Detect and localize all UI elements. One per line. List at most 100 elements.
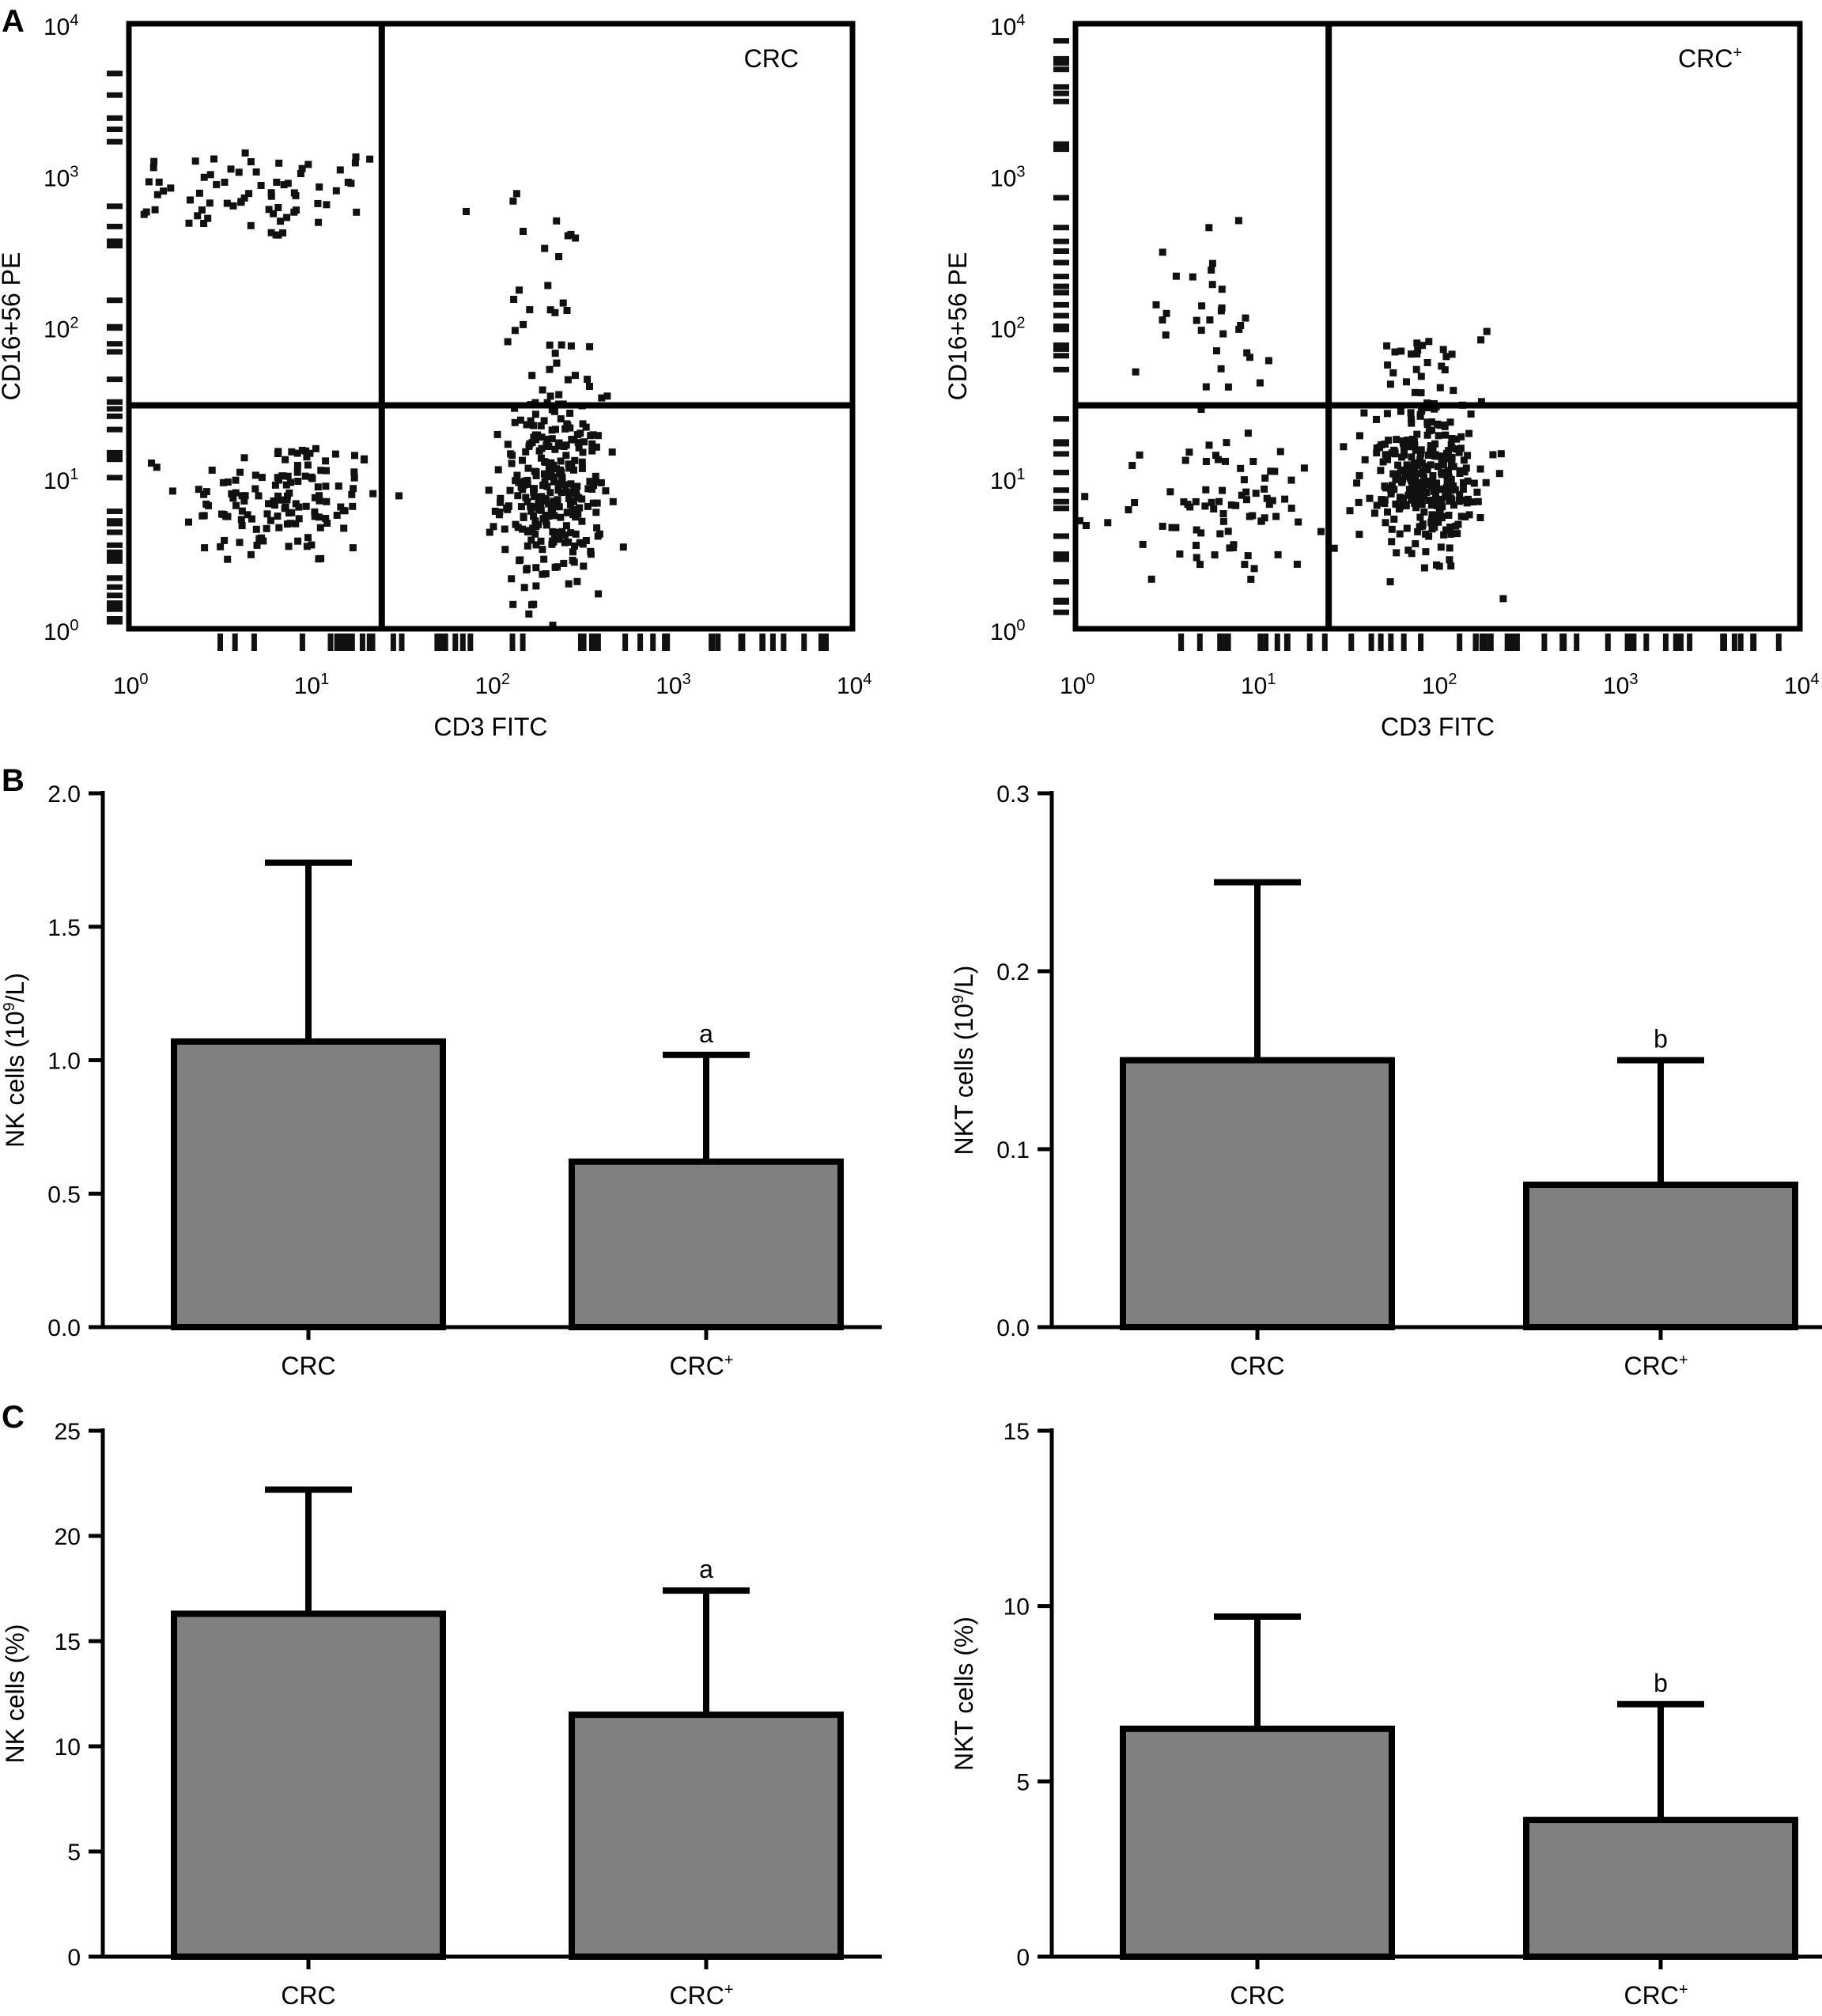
event-dot <box>1193 542 1200 549</box>
event-dot <box>198 206 206 214</box>
event-dot <box>1172 272 1180 280</box>
event-dot <box>515 478 523 486</box>
plot-title: CRC <box>744 44 799 73</box>
event-dot <box>1425 497 1433 504</box>
event-dot <box>1444 490 1452 497</box>
event-dot <box>527 417 535 425</box>
event-dot <box>1423 421 1431 429</box>
event-dot <box>566 410 574 417</box>
axis-event-tick <box>1605 634 1611 651</box>
event-dot <box>1423 489 1431 497</box>
event-dot <box>576 429 584 437</box>
event-dot <box>553 465 561 473</box>
event-dot <box>336 166 344 174</box>
axis-event-tick <box>107 603 123 609</box>
event-dot <box>1210 505 1218 513</box>
event-dot <box>557 457 565 465</box>
event-dot <box>589 431 597 439</box>
event-dot <box>578 517 586 525</box>
event-dot <box>510 296 518 303</box>
event-dot <box>1366 494 1374 502</box>
event-dot <box>1192 497 1200 505</box>
event-dot <box>598 394 606 402</box>
axis-event-tick <box>1368 634 1374 651</box>
y-tick-label: 5 <box>67 1840 81 1866</box>
event-dot <box>1232 501 1240 509</box>
event-dot <box>1370 509 1378 517</box>
event-dot <box>1373 444 1381 452</box>
event-dot <box>588 440 596 448</box>
event-dot <box>224 555 232 563</box>
event-dot <box>293 468 301 476</box>
event-dot <box>535 497 543 505</box>
event-dot <box>274 450 282 457</box>
event-dot <box>1406 474 1414 482</box>
event-dot <box>142 208 150 216</box>
event-dot <box>1287 505 1295 513</box>
event-dot <box>546 392 554 400</box>
axis-event-tick <box>327 634 334 651</box>
event-dot <box>570 484 578 492</box>
axis-event-tick <box>1053 248 1069 254</box>
event-dot <box>1224 383 1232 391</box>
event-dot <box>274 492 282 500</box>
event-dot <box>223 199 231 207</box>
axis-event-tick <box>1053 441 1069 447</box>
event-dot <box>527 502 535 510</box>
event-dot <box>1388 538 1396 546</box>
event-dot <box>1453 435 1461 443</box>
axis-event-tick <box>1479 634 1485 651</box>
event-dot <box>288 448 296 456</box>
event-dot <box>360 456 368 463</box>
event-dot <box>556 470 564 478</box>
event-dot <box>1433 479 1441 487</box>
event-dot <box>552 532 560 540</box>
event-dot <box>1390 515 1398 523</box>
axis-event-tick <box>1053 84 1069 90</box>
event-dot <box>516 286 523 294</box>
event-dot <box>531 431 539 439</box>
event-dot <box>323 520 331 527</box>
event-dot <box>537 537 545 545</box>
axis-event-tick <box>1053 556 1069 562</box>
event-dot <box>535 447 543 455</box>
event-dot <box>1159 522 1166 530</box>
event-dot <box>520 513 527 521</box>
event-dot <box>497 498 504 506</box>
axis-event-tick <box>801 634 807 651</box>
event-dot <box>539 546 546 554</box>
axis-event-tick <box>107 297 123 304</box>
event-dot <box>1384 508 1391 516</box>
axis-event-tick <box>107 509 123 514</box>
flow-plot-flow_crcplus <box>1053 21 1803 651</box>
event-dot <box>1287 476 1295 484</box>
axis-event-tick <box>588 634 595 651</box>
x-tick-label: CRC+ <box>669 1352 733 1380</box>
event-dot <box>1300 464 1308 472</box>
event-dot <box>592 443 600 451</box>
event-dot <box>1252 490 1260 497</box>
event-dot <box>244 511 251 519</box>
axis-event-tick <box>107 70 123 77</box>
event-dot <box>1295 518 1302 526</box>
event-dot <box>277 496 285 504</box>
event-dot <box>568 436 576 443</box>
event-dot <box>238 492 246 500</box>
event-dot <box>1464 477 1472 485</box>
panel-label-b: B <box>2 763 25 798</box>
event-dot <box>1461 468 1469 476</box>
event-dot <box>1476 465 1484 473</box>
event-dot <box>597 478 605 486</box>
event-dot <box>316 497 323 505</box>
event-dot <box>235 168 243 176</box>
event-dot <box>1442 526 1450 534</box>
event-dot <box>1417 389 1425 397</box>
event-dot <box>524 542 531 550</box>
event-dot <box>1197 327 1205 335</box>
event-dot <box>1434 486 1442 494</box>
event-dot <box>1465 429 1473 437</box>
event-dot <box>542 517 550 525</box>
axis-event-tick <box>107 92 123 98</box>
event-dot <box>528 372 536 380</box>
event-dot <box>561 531 569 539</box>
